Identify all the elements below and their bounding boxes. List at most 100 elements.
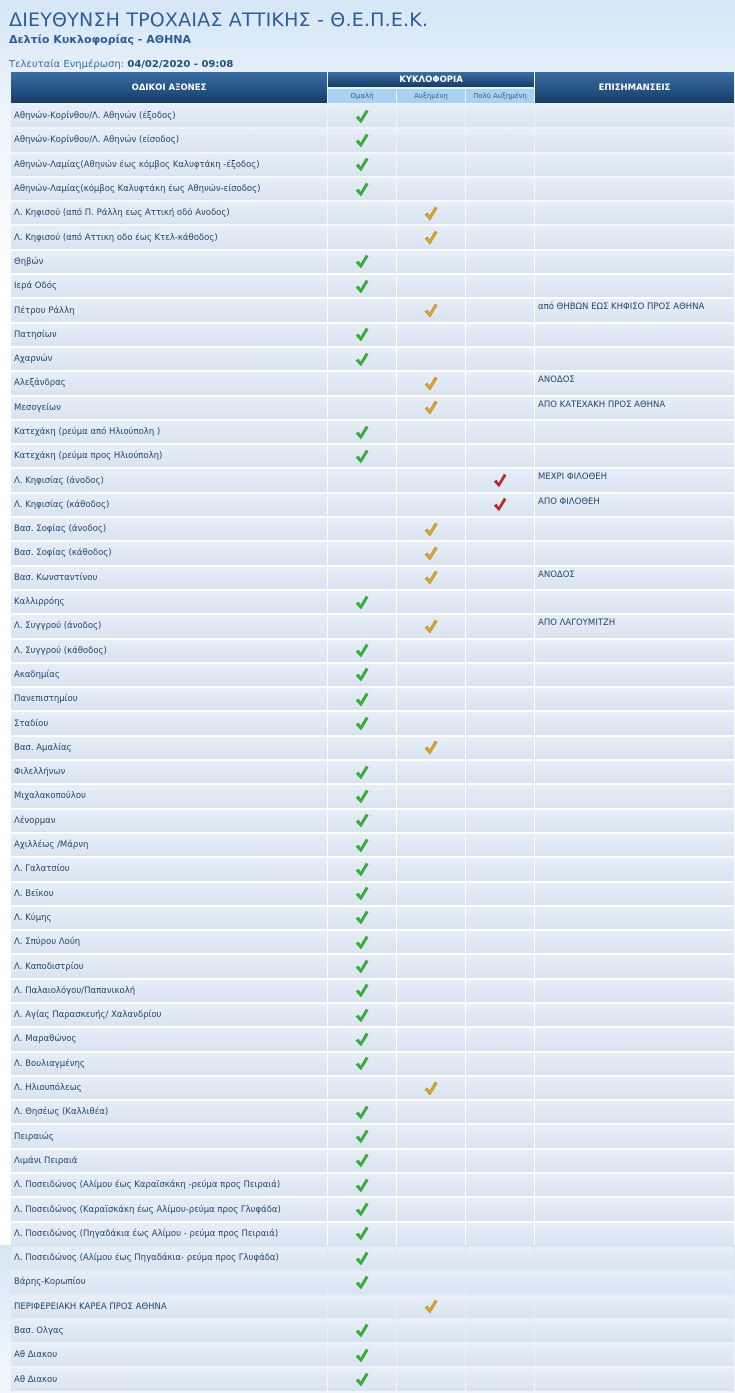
status-cell-increased	[397, 761, 465, 784]
status-cell-normal	[328, 1319, 396, 1343]
status-cell-heavy	[466, 1003, 535, 1027]
table-row: Λ. Αγίας Παρασκευής/ Χαλανδρίου	[11, 1003, 734, 1027]
road-name: Καλλιρρόης	[11, 590, 327, 614]
checkmark-icon	[355, 983, 369, 998]
checkmark-icon	[355, 1202, 369, 1217]
table-row: Βασ. Σοφίας (άνοδος)	[11, 518, 734, 541]
status-cell-heavy	[466, 1101, 535, 1124]
status-cell-normal	[328, 979, 396, 1002]
status-cell-heavy	[466, 955, 535, 978]
status-cell-heavy	[466, 1222, 535, 1245]
road-name: Αθ Διακου	[11, 1344, 327, 1367]
status-cell-heavy	[466, 226, 535, 249]
road-note: ΑΠΟ ΦΙΛΟΘΕΗ	[535, 493, 734, 517]
road-name: Λιμάνι Πειραιά	[11, 1149, 327, 1173]
road-name: Αθηνών-Λαμίας(κόμβος Καλυφτάκη έως Αθηνώ…	[11, 177, 327, 201]
status-cell-increased	[397, 177, 465, 201]
road-name: Αθηνών-Κορίνθου/Λ. Αθηνών (έξοδος)	[11, 105, 327, 128]
road-name: Μιχαλακοπούλου	[11, 785, 327, 808]
road-name: Βασ. Ολγας	[11, 1319, 327, 1343]
checkmark-icon	[355, 425, 369, 440]
road-name: Λένορμαν	[11, 809, 327, 832]
status-cell-normal	[328, 1052, 396, 1075]
road-note	[535, 1028, 734, 1051]
table-row: Πέτρου Ράλλη από ΘΗΒΩΝ ΕΩΣ ΚΗΦΙΣΟ ΠΡΟΣ ΑΘ…	[11, 299, 734, 322]
road-note: ΑΝΟΔΟΣ	[535, 372, 734, 395]
road-name: Λ. Κύμης	[11, 906, 327, 930]
status-cell-increased	[397, 347, 465, 371]
status-cell-heavy	[466, 202, 535, 225]
status-cell-normal	[328, 931, 396, 954]
checkmark-icon	[355, 643, 369, 658]
road-name: Λ. Βεϊκου	[11, 882, 327, 905]
status-cell-normal	[328, 420, 396, 444]
status-cell-heavy	[466, 542, 535, 565]
road-name: Βασ. Σοφίας (άνοδος)	[11, 518, 327, 541]
table-row: Λ. Βουλιαγμένης	[11, 1052, 734, 1075]
status-cell-normal	[328, 445, 396, 468]
status-cell-heavy	[466, 688, 535, 711]
status-cell-normal	[328, 858, 396, 881]
road-note	[535, 688, 734, 711]
road-note	[535, 1368, 734, 1391]
status-cell-normal	[328, 1368, 396, 1391]
last-updated-label: Τελευταία Ενημέρωση:	[9, 59, 125, 70]
checkmark-icon	[424, 619, 438, 634]
checkmark-icon	[355, 595, 369, 610]
status-cell-normal	[328, 250, 396, 274]
status-cell-increased	[397, 1174, 465, 1197]
road-note	[535, 590, 734, 614]
table-row: Πανεπιστημίου	[11, 688, 734, 711]
road-note	[535, 1295, 734, 1318]
road-name: Λ. Συγγρού (άνοδος)	[11, 615, 327, 638]
checkmark-icon	[355, 862, 369, 877]
table-row: Βασ. Κωνσταντίνου ΑΝΟΔΟΣ	[11, 566, 734, 589]
status-cell-heavy	[466, 1198, 535, 1221]
status-cell-heavy	[466, 1125, 535, 1148]
checkmark-icon	[355, 1032, 369, 1047]
status-cell-heavy	[466, 1271, 535, 1294]
checkmark-icon	[355, 327, 369, 342]
road-name: Λ. Ποσειδώνος (Αλίμου έως Καραϊσκάκη -ρε…	[11, 1174, 327, 1197]
road-name: Λ. Μαραθώνος	[11, 1028, 327, 1051]
status-cell-increased	[397, 299, 465, 322]
status-cell-heavy	[466, 590, 535, 614]
checkmark-icon	[355, 1178, 369, 1193]
table-row: Λ. Βεϊκου	[11, 882, 734, 905]
status-cell-increased	[397, 1101, 465, 1124]
status-cell-increased	[397, 445, 465, 468]
status-cell-heavy	[466, 323, 535, 346]
road-name: Λ. Καποδιστρίου	[11, 955, 327, 978]
status-cell-increased	[397, 1198, 465, 1221]
checkmark-icon	[355, 1275, 369, 1290]
road-note	[535, 177, 734, 201]
table-row: Αθηνών-Κορίνθου/Λ. Αθηνών (είσοδος)	[11, 129, 734, 152]
status-cell-normal	[328, 761, 396, 784]
road-note: από ΘΗΒΩΝ ΕΩΣ ΚΗΦΙΣΟ ΠΡΟΣ ΑΘΗΝΑ	[535, 299, 734, 322]
road-note	[535, 129, 734, 152]
status-cell-increased	[397, 639, 465, 662]
checkmark-icon	[355, 789, 369, 804]
road-note	[535, 250, 734, 274]
status-cell-heavy	[466, 858, 535, 881]
status-cell-normal	[328, 518, 396, 541]
checkmark-icon	[355, 1372, 369, 1387]
road-note	[535, 663, 734, 687]
checkmark-icon	[424, 522, 438, 537]
road-name: Πειραιώς	[11, 1125, 327, 1148]
road-note	[535, 1101, 734, 1124]
table-row: Μιχαλακοπούλου	[11, 785, 734, 808]
status-cell-heavy	[466, 299, 535, 322]
status-cell-increased	[397, 1368, 465, 1391]
status-cell-heavy	[466, 347, 535, 371]
status-cell-heavy	[466, 1246, 535, 1270]
status-cell-increased	[397, 396, 465, 419]
road-note	[535, 1246, 734, 1270]
road-name: Λ. Παλαιολόγου/Παπανικολή	[11, 979, 327, 1002]
road-name: Βασ. Σοφίας (κάθοδος)	[11, 542, 327, 565]
road-name: Θηβών	[11, 250, 327, 274]
checkmark-icon	[355, 157, 369, 172]
checkmark-icon	[355, 279, 369, 294]
checkmark-icon	[355, 1348, 369, 1363]
table-row: Λ. Καποδιστρίου	[11, 955, 734, 978]
